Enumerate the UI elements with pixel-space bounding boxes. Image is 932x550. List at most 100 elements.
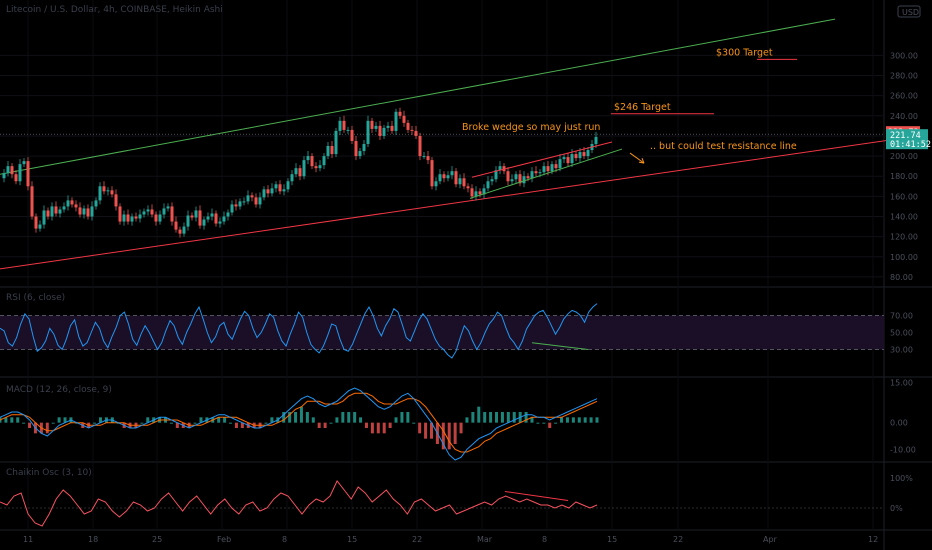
macd-histogram-bar[interactable] — [175, 422, 179, 428]
macd-histogram-bar[interactable] — [63, 417, 67, 423]
macd-histogram-bar[interactable] — [22, 422, 26, 424]
candle-body[interactable] — [426, 156, 430, 161]
candle-body[interactable] — [466, 186, 470, 189]
macd-histogram-bar[interactable] — [412, 422, 416, 424]
candle-body[interactable] — [574, 154, 578, 159]
candle-body[interactable] — [174, 221, 178, 230]
currency-badge-frame[interactable] — [897, 5, 921, 18]
rsi-line[interactable] — [0, 303, 598, 359]
macd-histogram-bar[interactable] — [240, 422, 244, 428]
candle-body[interactable] — [58, 209, 62, 214]
candle-body[interactable] — [318, 165, 322, 169]
macd-histogram-bar[interactable] — [465, 417, 469, 423]
candle-body[interactable] — [290, 174, 294, 182]
candle-body[interactable] — [270, 188, 274, 194]
macd-histogram-bar[interactable] — [282, 412, 286, 423]
candle-body[interactable] — [322, 156, 326, 166]
macd-histogram-bar[interactable] — [353, 412, 357, 423]
candle-body[interactable] — [22, 161, 26, 165]
macd-histogram-bar[interactable] — [347, 412, 351, 423]
candle-body[interactable] — [190, 215, 194, 218]
candle-body[interactable] — [226, 212, 230, 217]
candle-body[interactable] — [338, 120, 342, 131]
macd-histogram-bar[interactable] — [288, 412, 292, 423]
candle-body[interactable] — [282, 189, 286, 192]
candle-body[interactable] — [514, 174, 518, 180]
candle-body[interactable] — [222, 216, 226, 222]
candle-body[interactable] — [210, 213, 214, 217]
candle-body[interactable] — [438, 174, 442, 182]
macd-histogram-bar[interactable] — [217, 417, 221, 423]
macd-histogram-bar[interactable] — [424, 422, 428, 439]
macd-histogram-bar[interactable] — [364, 422, 368, 428]
candle-body[interactable] — [518, 174, 522, 184]
candle-body[interactable] — [14, 174, 18, 182]
candle-body[interactable] — [534, 171, 538, 174]
macd-histogram-bar[interactable] — [299, 406, 303, 423]
macd-histogram-bar[interactable] — [4, 417, 8, 423]
macd-histogram-bar[interactable] — [447, 422, 451, 450]
candle-body[interactable] — [18, 164, 22, 182]
candle-body[interactable] — [530, 171, 534, 179]
macd-signal-line[interactable] — [0, 392, 598, 453]
candle-body[interactable] — [138, 214, 142, 219]
candle-body[interactable] — [398, 111, 402, 116]
macd-histogram-bar[interactable] — [536, 422, 540, 424]
macd-histogram-bar[interactable] — [459, 422, 463, 434]
candle-body[interactable] — [302, 160, 306, 177]
candle-body[interactable] — [214, 213, 218, 224]
candle-body[interactable] — [46, 210, 50, 217]
candle-body[interactable] — [526, 176, 530, 179]
macd-histogram-bar[interactable] — [16, 417, 20, 423]
candle-body[interactable] — [62, 206, 66, 210]
candle-body[interactable] — [354, 140, 358, 157]
candle-body[interactable] — [510, 179, 514, 182]
candle-body[interactable] — [182, 226, 186, 234]
candle-body[interactable] — [294, 168, 298, 175]
candle-body[interactable] — [522, 176, 526, 184]
macd-line[interactable] — [0, 387, 598, 461]
candle-body[interactable] — [122, 214, 126, 222]
macd-histogram-bar[interactable] — [193, 422, 197, 424]
candle-body[interactable] — [306, 156, 310, 161]
macd-histogram-bar[interactable] — [140, 422, 144, 424]
macd-histogram-bar[interactable] — [595, 417, 599, 423]
candle-body[interactable] — [578, 152, 582, 159]
macd-histogram-bar[interactable] — [51, 422, 55, 424]
macd-histogram-bar[interactable] — [93, 422, 97, 424]
macd-histogram-bar[interactable] — [400, 412, 404, 423]
candle-body[interactable] — [50, 206, 54, 217]
candle-body[interactable] — [538, 172, 542, 174]
macd-histogram-bar[interactable] — [441, 422, 445, 450]
candle-body[interactable] — [274, 184, 278, 189]
macd-histogram-bar[interactable] — [98, 417, 102, 423]
candle-body[interactable] — [286, 181, 290, 190]
macd-histogram-bar[interactable] — [388, 422, 392, 428]
macd-histogram-bar[interactable] — [341, 412, 345, 423]
macd-histogram-bar[interactable] — [45, 422, 49, 434]
candle-body[interactable] — [366, 120, 370, 145]
candle-body[interactable] — [38, 224, 42, 229]
candle-body[interactable] — [346, 129, 350, 131]
chaikin-line[interactable] — [0, 480, 598, 527]
macd-histogram-bar[interactable] — [294, 412, 298, 423]
candle-body[interactable] — [490, 179, 494, 182]
macd-histogram-bar[interactable] — [453, 422, 457, 444]
candle-body[interactable] — [234, 204, 238, 207]
rsi-divergence-line[interactable] — [531, 342, 589, 350]
candle-body[interactable] — [86, 208, 90, 217]
macd-histogram-bar[interactable] — [311, 417, 315, 423]
macd-histogram-bar[interactable] — [146, 417, 150, 423]
candle-body[interactable] — [250, 195, 254, 198]
candle-body[interactable] — [114, 194, 118, 207]
candle-body[interactable] — [358, 151, 362, 157]
candle-body[interactable] — [258, 197, 262, 205]
candle-body[interactable] — [422, 156, 426, 158]
macd-histogram-bar[interactable] — [305, 412, 309, 423]
macd-histogram-bar[interactable] — [506, 412, 510, 423]
candle-body[interactable] — [154, 214, 158, 222]
candle-body[interactable] — [550, 164, 554, 172]
chaikin-pane[interactable] — [0, 480, 884, 527]
price-pane[interactable]: $300 Target $246 Target Broke wedge so may… — [0, 18, 926, 270]
macd-histogram-bar[interactable] — [264, 422, 268, 424]
